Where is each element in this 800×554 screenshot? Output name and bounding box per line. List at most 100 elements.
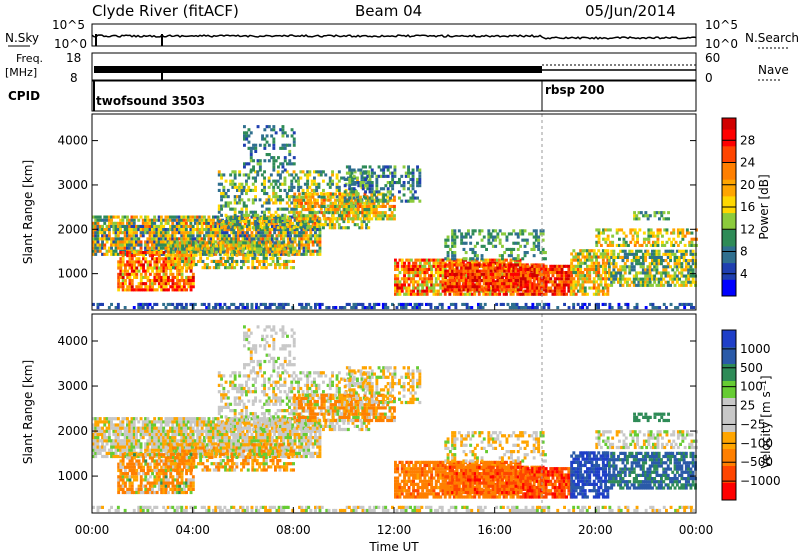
power-cell (217, 247, 221, 251)
power-cell (402, 181, 406, 185)
power-cell (309, 306, 313, 310)
power-cell (271, 244, 275, 248)
power-cell (114, 224, 118, 228)
power-cell (159, 224, 163, 228)
power-cell (182, 243, 186, 247)
power-cell (292, 137, 296, 141)
power-cell (259, 243, 263, 247)
power-cell (522, 271, 525, 275)
power-cell (203, 228, 206, 232)
power-cell (340, 217, 344, 221)
power-cell (119, 260, 123, 264)
power-cell (590, 258, 594, 262)
power-cell (630, 262, 634, 266)
power-cell (263, 182, 266, 186)
power-cell (240, 241, 243, 245)
power-cell (214, 234, 218, 238)
power-cell (180, 231, 184, 235)
power-cell (200, 215, 204, 219)
power-cell (243, 162, 246, 166)
power-cell (292, 140, 296, 144)
power-cell (236, 201, 239, 205)
power-cell (284, 228, 288, 232)
power-cell (370, 211, 374, 215)
power-cell (292, 170, 296, 174)
power-cell (537, 244, 541, 248)
power-cell (249, 210, 253, 214)
power-cell (144, 257, 148, 261)
power-cell (286, 143, 289, 147)
power-cell (201, 266, 205, 270)
power-cell (274, 220, 278, 224)
power-cell (629, 231, 633, 235)
power-cell (184, 215, 188, 219)
power-cell (544, 292, 548, 296)
power-cell (227, 234, 231, 238)
power-cell (128, 228, 132, 232)
power-cell (150, 237, 154, 241)
power-cell (432, 274, 436, 278)
power-cell (232, 252, 236, 256)
power-cell (199, 259, 203, 263)
power-cell (644, 259, 648, 263)
power-cell (191, 218, 195, 222)
power-cell (236, 195, 239, 199)
power-cell (352, 190, 356, 194)
power-cell (119, 285, 123, 289)
power-cell (151, 251, 154, 255)
power-cell (155, 252, 159, 256)
power-cell (287, 253, 291, 257)
power-cell (246, 241, 250, 245)
power-cell (354, 211, 358, 215)
power-cell (671, 268, 675, 272)
power-cell (94, 218, 98, 222)
power-cell (176, 279, 179, 283)
power-cell (437, 277, 440, 281)
power-cell (169, 228, 172, 232)
power-cell (485, 247, 488, 251)
power-cell (224, 263, 227, 267)
power-cell (303, 182, 307, 186)
power-cell (172, 244, 175, 248)
power-cell (169, 215, 172, 219)
power-cell (309, 214, 313, 218)
power-cell (350, 187, 354, 191)
power-cell (311, 192, 315, 196)
power-cell (666, 280, 670, 284)
power-cell (264, 253, 268, 257)
power-cell (240, 207, 244, 211)
power-cell (388, 192, 392, 196)
power-cell (247, 185, 251, 189)
power-cell (103, 221, 107, 225)
power-cell (238, 210, 242, 214)
power-cell (128, 224, 132, 228)
power-cell (384, 302, 388, 306)
power-cell (193, 218, 197, 222)
power-cell (316, 211, 319, 215)
power-cell (164, 279, 168, 283)
power-cell (274, 244, 277, 248)
power-cell (597, 261, 601, 265)
power-cell (273, 302, 277, 306)
power-cell (250, 221, 254, 225)
power-cell (279, 223, 282, 227)
power-cell (391, 187, 395, 191)
power-cell (114, 228, 118, 232)
power-cell (272, 220, 276, 224)
power-cell (263, 223, 266, 227)
power-cell (324, 223, 328, 227)
power-cell (313, 214, 317, 218)
power-cell (359, 201, 362, 205)
power-cell (236, 216, 239, 220)
power-cell (359, 184, 363, 188)
power-cell (281, 223, 285, 227)
power-cell (144, 285, 148, 289)
power-cell (611, 234, 615, 238)
power-cell (160, 269, 164, 273)
power-cell (537, 235, 541, 239)
power-cell (368, 177, 372, 181)
power-cell (130, 285, 134, 289)
power-cell (221, 263, 225, 267)
power-cell (273, 231, 277, 235)
power-cell (306, 192, 310, 196)
